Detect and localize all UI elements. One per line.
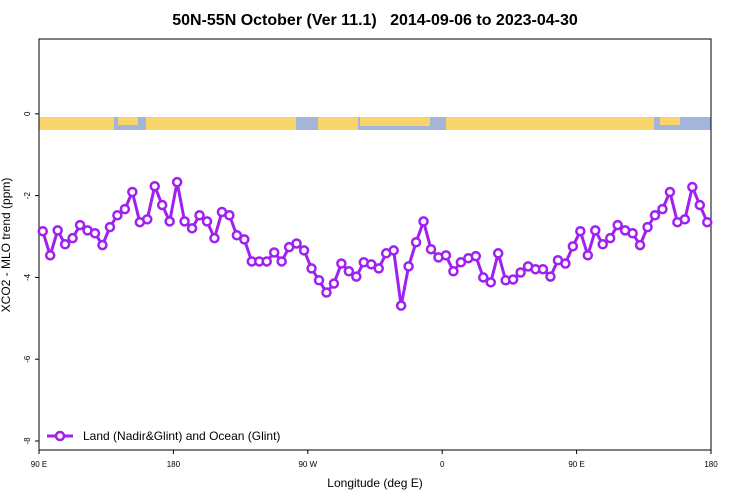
data-point xyxy=(156,199,168,211)
data-point xyxy=(261,256,272,267)
data-point xyxy=(694,199,706,211)
data-point xyxy=(313,275,325,286)
y-tick-label: -2 xyxy=(23,192,32,200)
data-point xyxy=(209,232,220,244)
data-point xyxy=(149,180,160,192)
data-point xyxy=(567,241,579,252)
x-axis-label: Longitude (deg E) xyxy=(327,476,422,490)
data-point xyxy=(74,219,86,231)
data-point xyxy=(679,214,691,225)
data-point xyxy=(492,248,504,259)
data-point xyxy=(388,245,399,256)
data-point xyxy=(507,274,519,285)
legend-label: Land (Nadir&Glint) and Ocean (Glint) xyxy=(83,429,280,443)
data-point xyxy=(37,225,48,237)
land-ocean-strip xyxy=(39,117,711,130)
y-tick-label: 0 xyxy=(23,111,32,116)
y-tick-label: -6 xyxy=(23,355,32,363)
data-point xyxy=(590,225,601,236)
x-tick-label: 0 xyxy=(440,460,445,469)
data-point xyxy=(321,287,332,298)
data-point xyxy=(306,263,317,274)
data-point xyxy=(425,243,437,255)
data-point xyxy=(448,266,459,277)
data-point xyxy=(366,259,377,270)
x-tick-label: 90 W xyxy=(298,460,317,469)
plot-frame xyxy=(38,38,712,451)
data-point xyxy=(186,223,198,234)
data-point xyxy=(410,237,422,248)
x-tick-label: 180 xyxy=(704,460,718,469)
data-point xyxy=(291,238,302,249)
y-axis-label: XCO2 - MLO trend (ppm) xyxy=(0,178,13,313)
data-point xyxy=(127,186,138,198)
data-point xyxy=(276,256,287,267)
x-tick-label: 90 E xyxy=(31,460,47,469)
data-point xyxy=(537,263,549,275)
data-point xyxy=(560,258,571,269)
data-point xyxy=(67,232,78,244)
data-point xyxy=(664,186,676,198)
data-point xyxy=(119,203,131,215)
data-point xyxy=(343,266,355,277)
data-point xyxy=(44,250,56,261)
data-point xyxy=(687,181,698,193)
data-point xyxy=(171,176,183,188)
data-point xyxy=(194,210,205,221)
data-point xyxy=(59,239,71,250)
data-point xyxy=(642,221,653,233)
data-point xyxy=(403,261,414,272)
data-point xyxy=(239,234,250,245)
data-point xyxy=(179,216,190,227)
data-point xyxy=(545,271,556,282)
data-point xyxy=(231,230,243,241)
data-point xyxy=(52,225,63,236)
x-tick-label: 90 E xyxy=(568,460,584,469)
data-point xyxy=(89,228,101,239)
data-point xyxy=(164,216,175,227)
data-point xyxy=(112,210,123,221)
data-point xyxy=(201,216,213,227)
data-point xyxy=(224,210,235,221)
data-point xyxy=(612,219,623,231)
data-point xyxy=(351,271,362,282)
data-point xyxy=(485,277,496,288)
data-point xyxy=(657,203,668,215)
data-point xyxy=(478,272,489,283)
data-point xyxy=(627,228,638,239)
data-point xyxy=(142,214,153,225)
data-point xyxy=(604,232,616,244)
data-point xyxy=(702,216,713,228)
data-point xyxy=(373,263,384,274)
data-point xyxy=(97,239,108,251)
data-point xyxy=(336,258,347,269)
data-point xyxy=(649,210,661,221)
data-point xyxy=(597,239,608,250)
data-point xyxy=(582,250,594,261)
legend-marker xyxy=(54,430,66,442)
data-point xyxy=(298,245,310,256)
y-tick-label: -8 xyxy=(23,437,32,445)
data-point xyxy=(634,239,646,251)
x-tick-label: 180 xyxy=(167,460,181,469)
data-point xyxy=(515,267,526,278)
y-tick-label: -4 xyxy=(23,273,32,281)
data-point xyxy=(268,247,280,258)
data-point xyxy=(328,278,340,289)
data-point xyxy=(440,250,452,261)
data-point xyxy=(418,216,429,227)
data-point xyxy=(455,257,467,268)
data-point xyxy=(470,250,482,262)
data-point xyxy=(395,300,407,311)
data-point xyxy=(575,225,586,237)
data-point xyxy=(104,221,116,233)
chart-title: 50N-55N October (Ver 11.1) 2014-09-06 to… xyxy=(172,12,578,29)
